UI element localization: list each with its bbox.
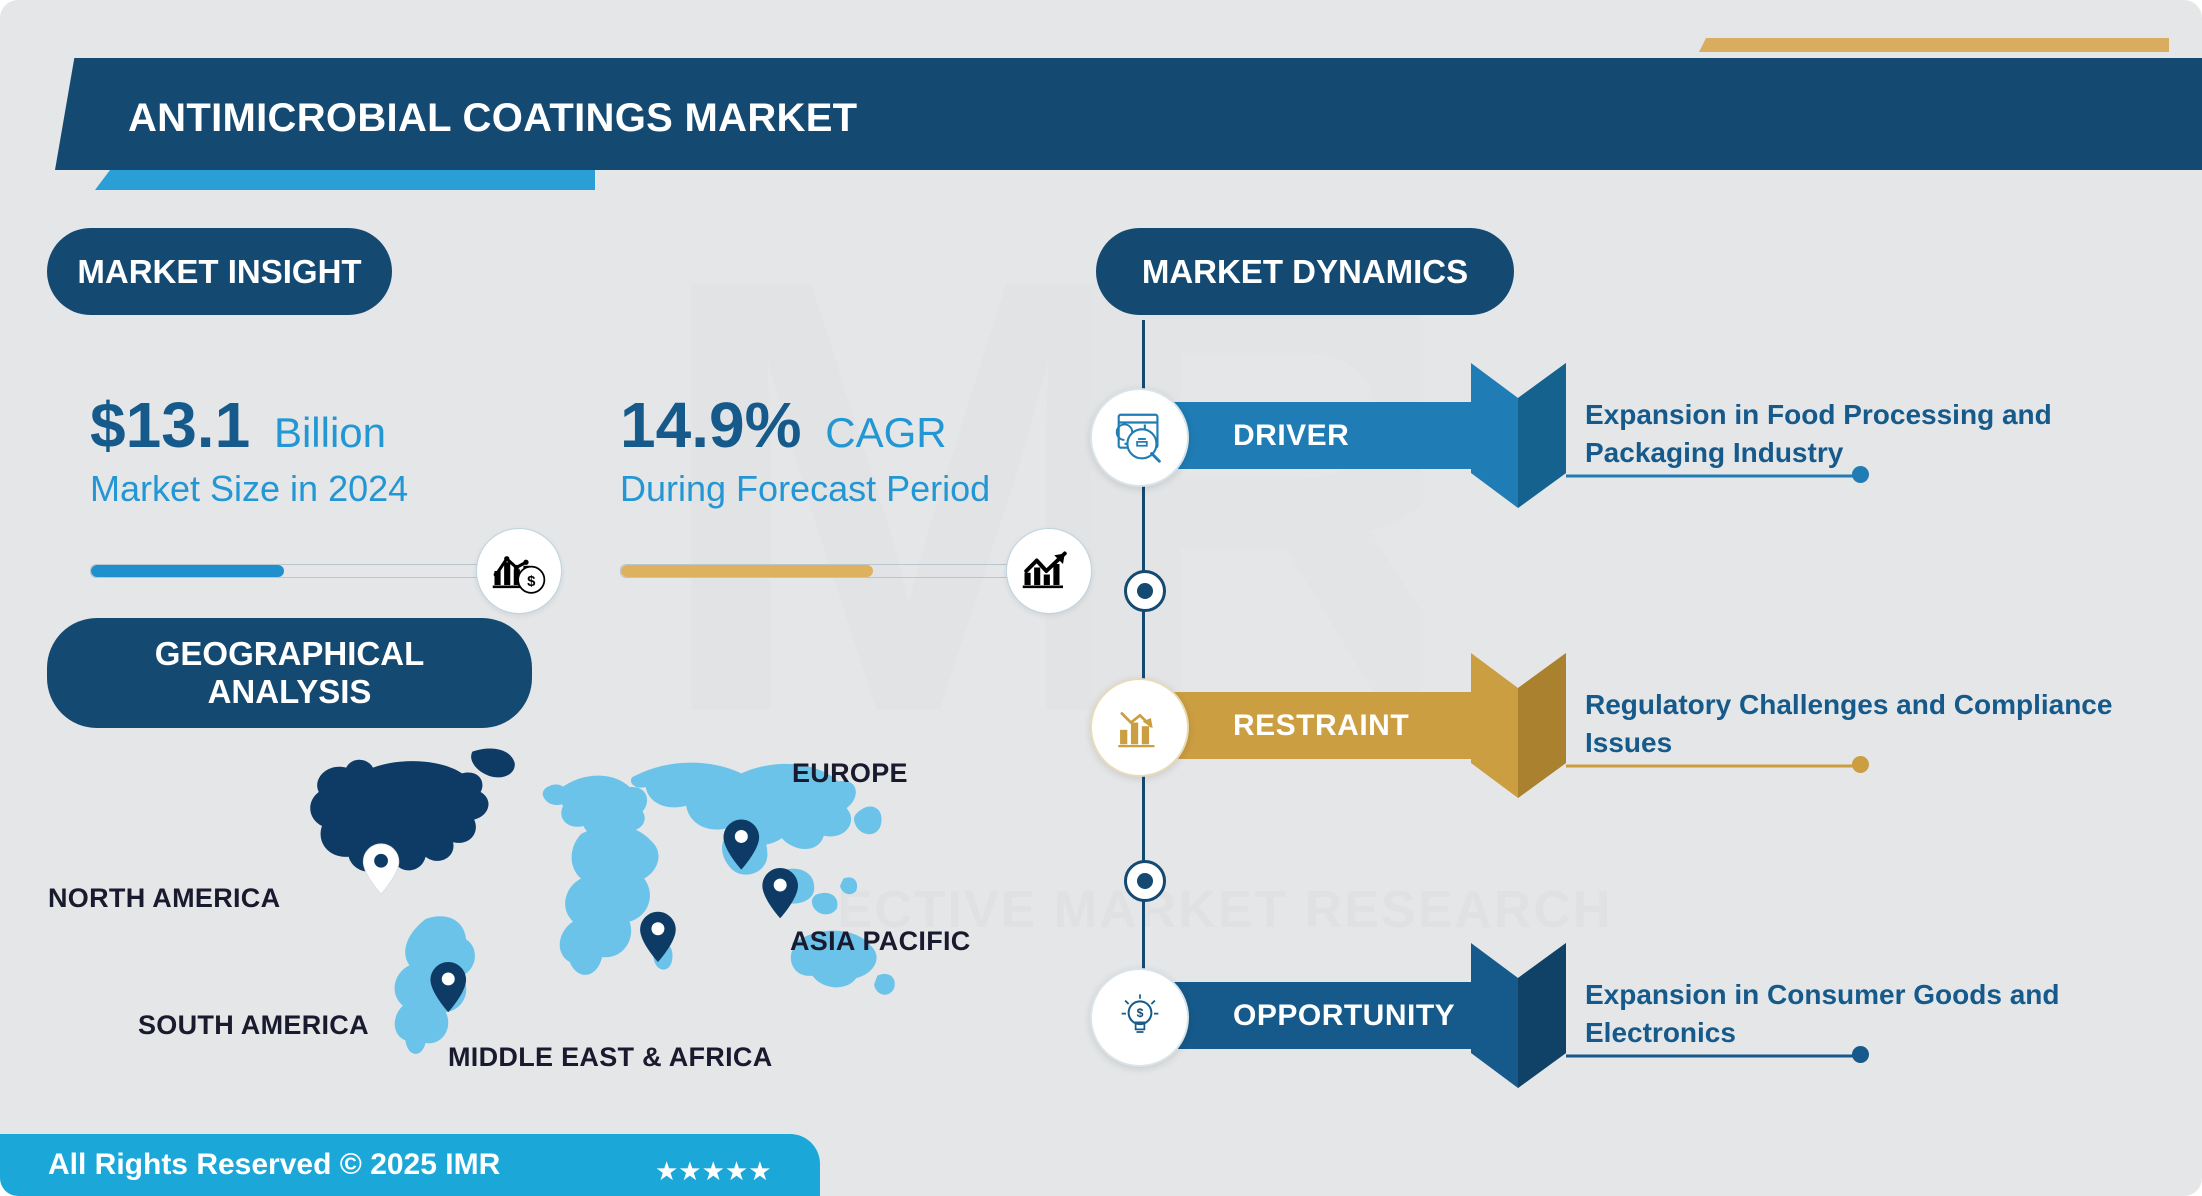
svg-text:$: $ [527, 574, 536, 590]
svg-text:$: $ [1136, 1006, 1143, 1020]
